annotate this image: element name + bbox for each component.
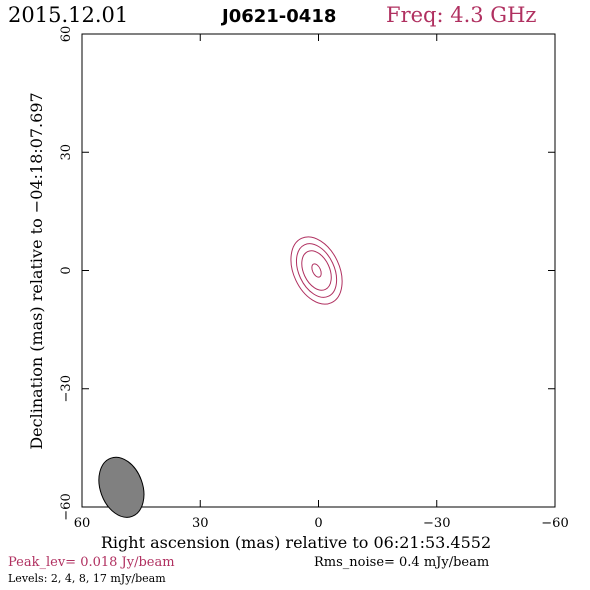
y-axis-label: Declination (mas) relative to −04:18:07.…: [27, 92, 46, 449]
contour-group: [290, 236, 343, 305]
beam-group: [98, 456, 145, 518]
source-name: J0621-0418: [220, 6, 336, 27]
contour-levels: Levels: 2, 4, 8, 17 mJy/beam: [8, 572, 166, 585]
contour-level-2: [290, 236, 343, 305]
y-tick-label: −60: [59, 493, 74, 520]
x-tick-label: 30: [192, 516, 209, 531]
x-tick-label: −30: [423, 516, 450, 531]
y-tick-label: 60: [59, 26, 74, 43]
rms-noise: Rms_noise= 0.4 mJy/beam: [314, 555, 489, 570]
frequency-label: Freq: 4.3 GHz: [386, 3, 536, 27]
contour-level-4: [295, 243, 338, 298]
x-axis-label: Right ascension (mas) relative to 06:21:…: [101, 533, 491, 552]
peak-level: Peak_lev= 0.018 Jy/beam: [8, 555, 175, 570]
axis-ticks: [81, 33, 556, 508]
plot-frame: [81, 33, 556, 508]
contour-level-17: [311, 263, 322, 278]
y-tick-label: −30: [59, 375, 74, 402]
x-tick-label: −60: [541, 516, 568, 531]
restoring-beam: [98, 456, 145, 518]
x-tick-label: 60: [74, 516, 91, 531]
y-tick-label: 30: [59, 144, 74, 161]
observation-date: 2015.12.01: [8, 3, 128, 27]
contour-level-8: [301, 250, 332, 291]
y-tick-label: 0: [59, 266, 74, 274]
x-tick-label: 0: [314, 516, 322, 531]
